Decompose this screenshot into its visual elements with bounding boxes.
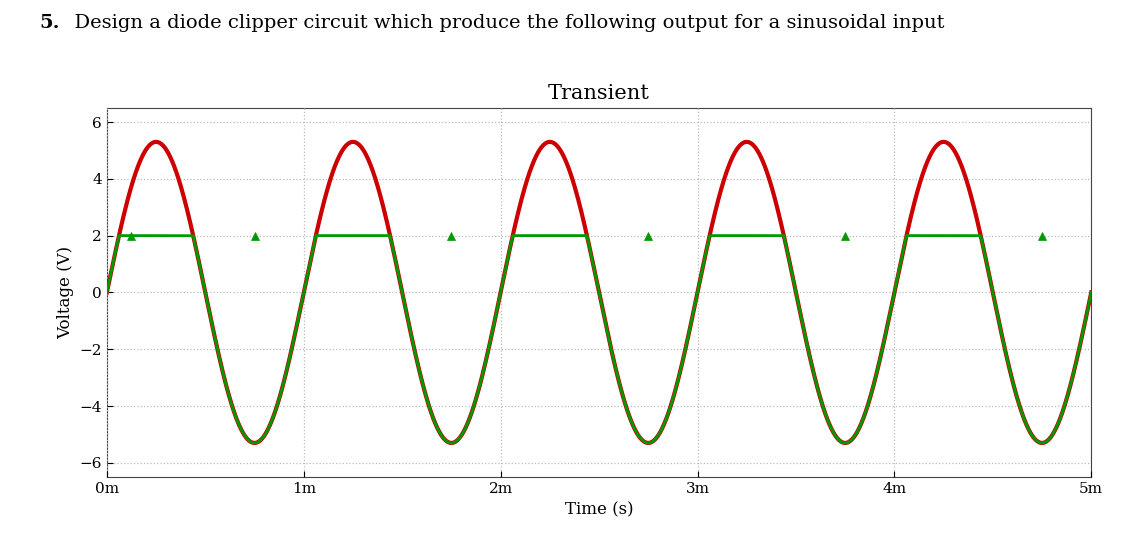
Y-axis label: Voltage (V): Voltage (V) <box>57 246 74 339</box>
Title: Transient: Transient <box>548 85 650 103</box>
Text: 5.: 5. <box>39 13 60 32</box>
Text: Design a diode clipper circuit which produce the following output for a sinusoid: Design a diode clipper circuit which pro… <box>62 13 944 32</box>
X-axis label: Time (s): Time (s) <box>565 501 633 519</box>
